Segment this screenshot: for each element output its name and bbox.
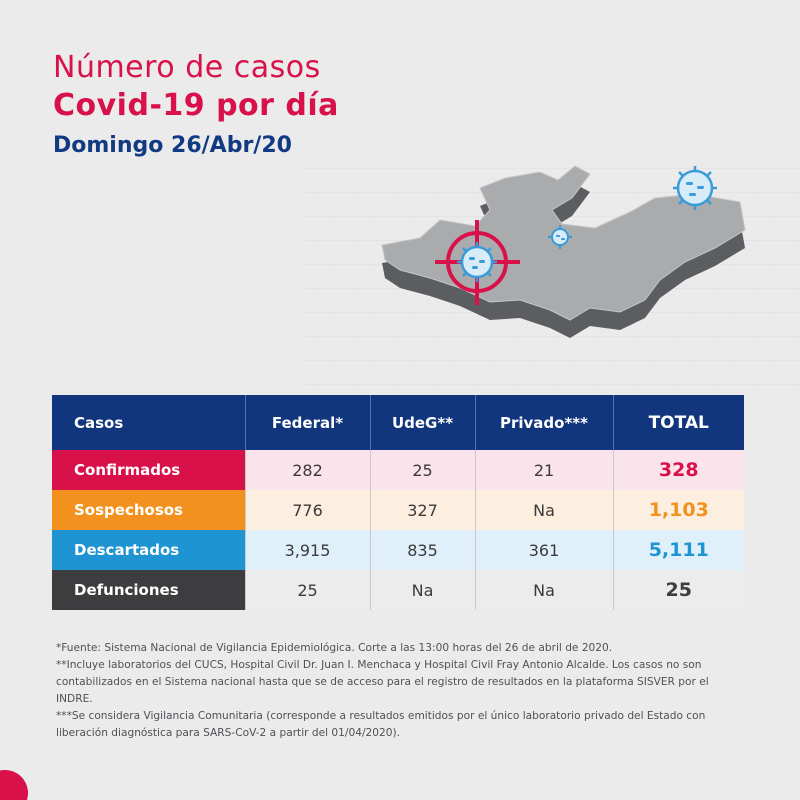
row-label-sospechosos: Sospechosos bbox=[52, 490, 245, 530]
cell-privado: 21 bbox=[474, 450, 613, 490]
cell-federal: 282 bbox=[244, 450, 370, 490]
cell-federal: 3,915 bbox=[244, 530, 370, 570]
cell-udeg: Na bbox=[369, 570, 475, 610]
cell-total: 328 bbox=[612, 450, 744, 490]
virus-icon bbox=[457, 242, 497, 282]
cell-privado: Na bbox=[474, 570, 613, 610]
cases-table: Casos Federal* UdeG** Privado*** TOTAL C… bbox=[52, 395, 744, 610]
cell-total: 25 bbox=[612, 570, 744, 610]
cell-udeg: 327 bbox=[369, 490, 475, 530]
table-row: Descartados 3,915 835 361 5,111 bbox=[52, 530, 744, 570]
header-total: TOTAL bbox=[612, 395, 744, 450]
state-map-illustration bbox=[381, 165, 746, 338]
cell-privado: 361 bbox=[474, 530, 613, 570]
cell-udeg: 835 bbox=[369, 530, 475, 570]
footnotes: *Fuente: Sistema Nacional de Vigilancia … bbox=[56, 640, 746, 742]
report-date: Domingo 26/Abr/20 bbox=[53, 133, 292, 158]
table-row: Defunciones 25 Na Na 25 bbox=[52, 570, 744, 610]
footnote-privado: ***Se considera Vigilancia Comunitaria (… bbox=[56, 710, 706, 739]
footnote-source: *Fuente: Sistema Nacional de Vigilancia … bbox=[56, 642, 613, 654]
cell-total: 1,103 bbox=[612, 490, 744, 530]
header-federal: Federal* bbox=[244, 395, 370, 450]
table-row: Confirmados 282 25 21 328 bbox=[52, 450, 744, 490]
virus-icon bbox=[548, 225, 572, 249]
table-row: Sospechosos 776 327 Na 1,103 bbox=[52, 490, 744, 530]
title-line-1: Número de casos bbox=[53, 50, 321, 85]
title-line-2: Covid-19 por día bbox=[53, 88, 339, 123]
virus-icon bbox=[673, 166, 717, 210]
header-casos: Casos bbox=[52, 395, 245, 450]
row-label-descartados: Descartados bbox=[52, 530, 245, 570]
cell-federal: 776 bbox=[244, 490, 370, 530]
footnote-udeg: **Incluye laboratorios del CUCS, Hospita… bbox=[56, 659, 709, 705]
cell-privado: Na bbox=[474, 490, 613, 530]
header-privado: Privado*** bbox=[474, 395, 613, 450]
header-udeg: UdeG** bbox=[369, 395, 475, 450]
row-label-confirmados: Confirmados bbox=[52, 450, 245, 490]
cell-total: 5,111 bbox=[612, 530, 744, 570]
row-label-defunciones: Defunciones bbox=[52, 570, 245, 610]
cell-udeg: 25 bbox=[369, 450, 475, 490]
table-header-row: Casos Federal* UdeG** Privado*** TOTAL bbox=[52, 395, 744, 450]
cell-federal: 25 bbox=[244, 570, 370, 610]
